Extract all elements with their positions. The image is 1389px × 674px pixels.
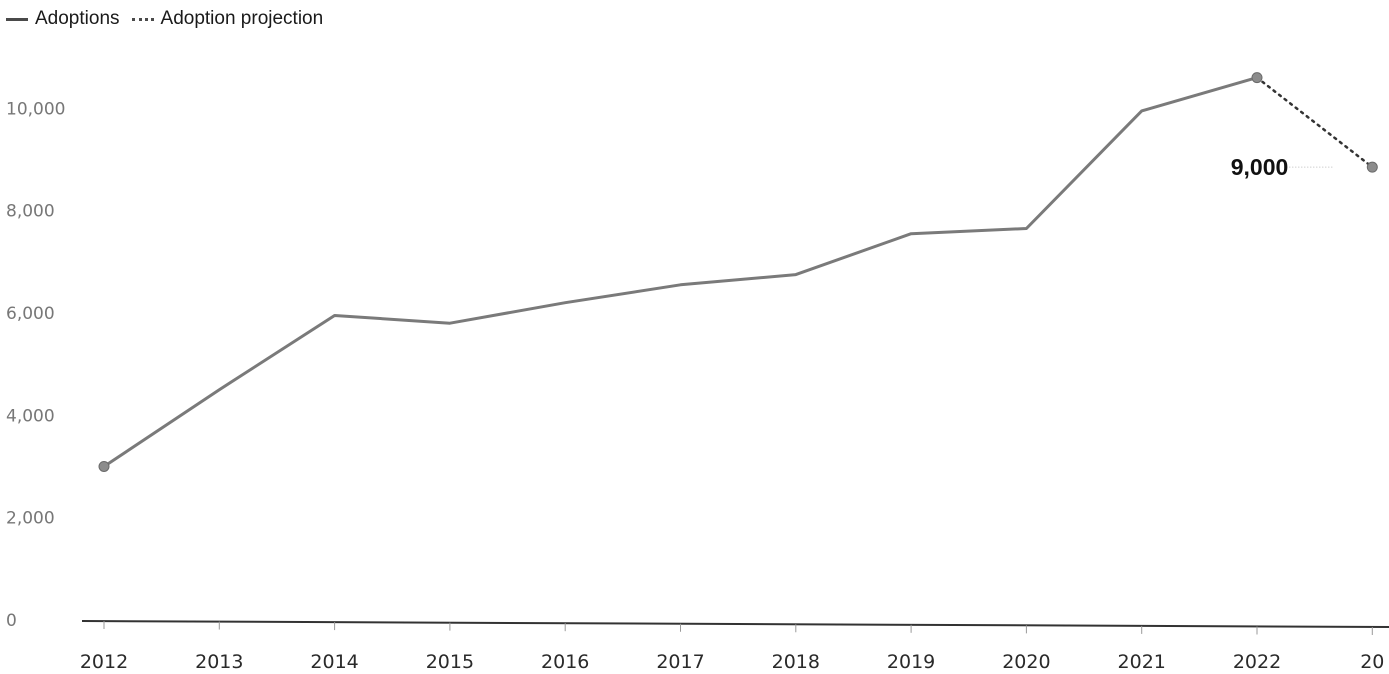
x-tick-label: 2017	[656, 651, 704, 673]
x-axis-tick-marks	[103, 621, 1373, 635]
x-tick-label: 2018	[772, 651, 820, 673]
y-tick-label: 4,000	[6, 406, 55, 426]
data-point-marker	[1366, 161, 1378, 173]
data-point-marker	[98, 460, 110, 472]
annotation-layer: 9,000	[1231, 154, 1335, 180]
x-tick-label: 2019	[887, 651, 935, 673]
x-axis-ticks: 2012 2013 2014 2015 2016 2017 2018 2019 2020 2021…	[80, 651, 1385, 673]
legend-dotted-line-icon	[131, 17, 154, 21]
legend-item-adoption-projection: Adoption projection	[131, 8, 324, 30]
x-tick-label: 2022	[1233, 651, 1281, 673]
x-tick-label: 2020	[1002, 651, 1050, 673]
legend-label-adoption-projection: Adoption projection	[160, 8, 324, 29]
y-tick-label: 0	[6, 611, 17, 631]
legend-item-adoptions: Adoptions	[6, 8, 120, 30]
x-tick-label: 2012	[80, 651, 128, 673]
x-axis-line	[81, 620, 1389, 628]
x-tick-label: 2015	[426, 651, 474, 673]
adoption-projection-series-line	[1255, 76, 1374, 169]
x-tick-label: 2021	[1118, 651, 1166, 673]
legend-label-adoptions: Adoptions	[35, 8, 120, 29]
legend-solid-line-icon	[6, 17, 28, 21]
x-tick-label: 20	[1360, 651, 1384, 673]
series-layer	[102, 76, 1374, 468]
x-tick-label: 2016	[541, 651, 589, 673]
y-tick-label: 6,000	[6, 304, 55, 324]
marker-layer	[98, 72, 1378, 472]
y-tick-label: 2,000	[6, 509, 55, 529]
data-point-marker	[1251, 72, 1263, 84]
annotation-label: 9,000	[1231, 154, 1289, 180]
y-tick-label: 8,000	[6, 202, 55, 222]
y-tick-label: 10,000	[6, 99, 65, 119]
y-axis-ticks: 0 2,000 4,000 6,000 8,000 10,000	[6, 99, 65, 631]
x-tick-label: 2013	[195, 651, 243, 673]
chart-legend: Adoptions Adoption projection	[6, 6, 335, 32]
adoptions-series-line	[102, 76, 1259, 468]
x-tick-label: 2014	[310, 651, 358, 673]
